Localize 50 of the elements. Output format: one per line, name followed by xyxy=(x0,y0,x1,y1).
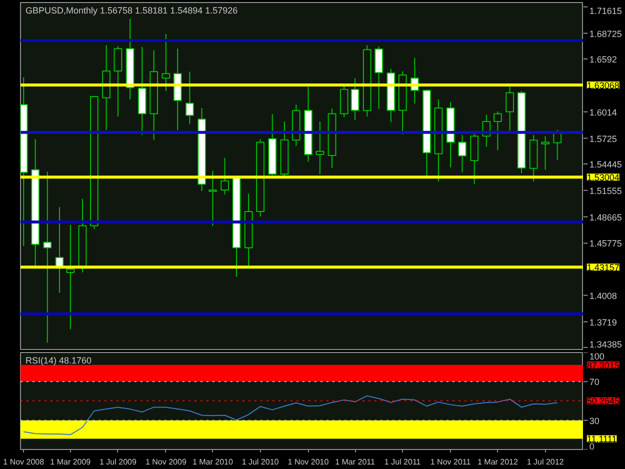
candlestick xyxy=(374,46,384,110)
y-tick-label: 100 xyxy=(589,352,604,362)
y-tick-label: 1.71615 xyxy=(589,6,622,16)
candlestick xyxy=(494,110,502,151)
candlestick xyxy=(162,33,170,92)
x-tick-label: 1 Nov 2011 xyxy=(430,458,472,466)
y-tick-label: 0 xyxy=(589,442,594,452)
y-tick-label: 1.6592 xyxy=(589,54,617,64)
x-tick-label: 1 Jul 2010 xyxy=(242,458,280,466)
candlestick xyxy=(208,170,217,226)
y-tick-label: 1.6014 xyxy=(589,107,617,118)
chart-title: GBPUSD,Monthly 1.56758 1.58181 1.54894 1.57926 xyxy=(26,6,238,16)
candlestick xyxy=(186,71,194,125)
y-tick-label: 1.3719 xyxy=(589,317,617,328)
y-tick-label: 1.34385 xyxy=(589,339,622,350)
candlestick xyxy=(220,157,230,195)
ref-line-label: 1.53004 xyxy=(586,172,620,183)
candlestick xyxy=(43,171,52,344)
y-tick-label: 1.68725 xyxy=(589,28,622,39)
x-tick-label: 1 Jul 2011 xyxy=(384,458,422,466)
x-tick-label: 1 Mar 2010 xyxy=(192,458,234,466)
y-tick-label: 70 xyxy=(589,377,600,388)
candlestick xyxy=(506,86,514,132)
x-tick-label: 1 Jul 2009 xyxy=(100,458,137,466)
y-tick-label: 1.45775 xyxy=(589,238,622,249)
x-tick-label: 1 Mar 2012 xyxy=(477,458,519,466)
x-tick-label: 1 Mar 2011 xyxy=(335,458,376,466)
x-tick-label: 1 Mar 2009 xyxy=(50,458,92,466)
x-tick-label: 1 Nov 2008 xyxy=(3,458,45,466)
ref-line-label: 50.2645 xyxy=(586,396,620,406)
y-tick-label: 1.5725 xyxy=(589,134,617,144)
y-tick-label: 1.4008 xyxy=(589,290,617,301)
band-label: 87.3015 xyxy=(586,360,620,370)
candlestick xyxy=(350,78,360,120)
y-tick-label: 30 xyxy=(589,416,600,426)
chart-title: RSI(14) 48.1760 xyxy=(26,356,92,366)
candlestick xyxy=(66,224,75,330)
ref-line-label: 1.43157 xyxy=(586,262,620,273)
candlestick xyxy=(458,134,466,173)
y-tick-label: 1.54445 xyxy=(589,159,622,170)
x-tick-label: 1 Nov 2009 xyxy=(145,458,187,466)
candlestick xyxy=(541,136,550,170)
x-tick-label: 1 Jul 2012 xyxy=(526,458,564,466)
candlestick xyxy=(316,121,324,175)
ref-line-label: 1.63068 xyxy=(586,80,620,91)
y-tick-label: 1.51555 xyxy=(589,186,622,196)
y-tick-label: 1.48665 xyxy=(589,212,622,222)
band-label: 11.1111 xyxy=(586,434,617,444)
x-tick-label: 1 Nov 2010 xyxy=(288,458,330,466)
candlestick xyxy=(114,46,122,117)
